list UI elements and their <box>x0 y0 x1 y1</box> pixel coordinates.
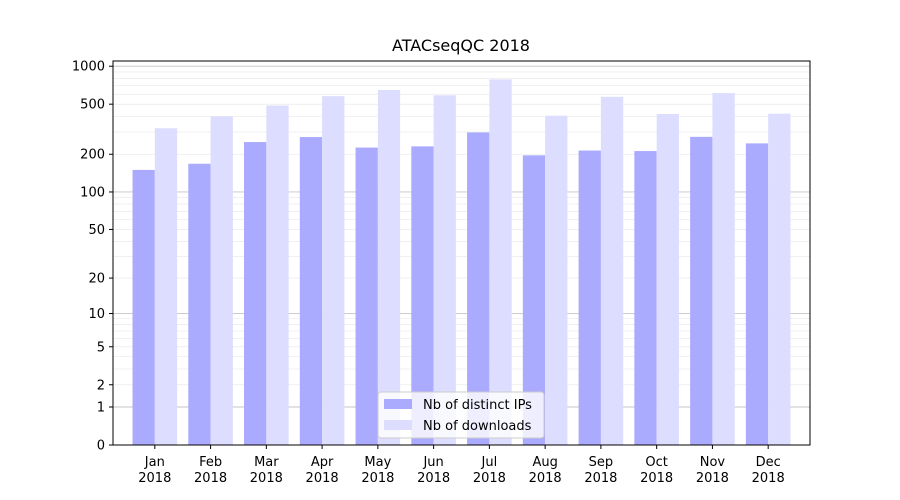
x-tick-year: 2018 <box>584 471 617 486</box>
legend-label-downloads: Nb of downloads <box>423 419 532 434</box>
x-tick-label: Mar 2018 <box>250 455 283 486</box>
bar-distinct-ips <box>299 137 323 445</box>
x-tick-label: Jan 2018 <box>138 455 171 486</box>
x-tick-label: Aug 2018 <box>529 455 562 486</box>
bar-distinct-ips <box>522 155 546 445</box>
x-tick-label: Nov 2018 <box>696 455 729 486</box>
bar-downloads <box>656 113 679 445</box>
bar-downloads <box>545 115 568 445</box>
x-tick-month: Sep <box>589 455 614 470</box>
x-tick-month: Feb <box>199 455 222 470</box>
x-tick-year: 2018 <box>417 471 450 486</box>
x-tick-month: Dec <box>756 455 781 470</box>
y-tick-label: 20 <box>88 272 105 287</box>
legend-box <box>377 391 545 439</box>
x-tick-month: Mar <box>254 455 279 470</box>
x-tick-month: Oct <box>645 455 667 470</box>
x-tick-month: Nov <box>700 455 726 470</box>
x-tick-year: 2018 <box>473 471 506 486</box>
x-tick-year: 2018 <box>306 471 339 486</box>
y-tick-label: 100 <box>80 185 105 200</box>
x-tick-label: Jul 2018 <box>473 455 506 486</box>
bar-distinct-ips <box>578 150 601 445</box>
y-tick-label: 1 <box>97 400 105 415</box>
bar-distinct-ips <box>467 132 490 445</box>
x-tick-year: 2018 <box>529 471 562 486</box>
bar-distinct-ips <box>411 146 434 446</box>
x-tick-label: Jun 2018 <box>417 455 450 486</box>
x-tick-label: Sep 2018 <box>584 455 617 486</box>
bar-downloads <box>600 96 624 445</box>
chart-title: ATACseqQC 2018 <box>392 36 530 55</box>
bar-downloads <box>433 95 456 446</box>
bars <box>132 79 791 446</box>
bar-distinct-ips <box>690 136 713 445</box>
legend-label-distinct-ips: Nb of distinct IPs <box>423 398 532 413</box>
x-tick-month: Jul <box>481 455 498 470</box>
x-tick-label: May 2018 <box>361 455 394 486</box>
y-axis: 0 1 2 5 10 20 50 100 200 500 1000 <box>72 60 113 454</box>
bar-distinct-ips <box>244 142 267 445</box>
x-tick-month: Jun <box>422 455 443 470</box>
bar-distinct-ips <box>355 147 378 446</box>
x-tick-label: Feb 2018 <box>194 455 227 486</box>
bar-downloads <box>322 96 345 446</box>
y-tick-label: 10 <box>88 307 105 322</box>
bar-distinct-ips <box>634 151 657 445</box>
x-tick-month: May <box>364 455 391 470</box>
y-tick-label: 2 <box>97 378 105 393</box>
x-tick-year: 2018 <box>752 471 785 486</box>
x-tick-year: 2018 <box>250 471 283 486</box>
x-tick-month: Jan <box>144 455 165 470</box>
bar-downloads <box>768 113 791 445</box>
y-tick-label: 0 <box>97 439 105 454</box>
y-tick-label: 5 <box>97 340 105 355</box>
y-tick-label: 50 <box>88 223 105 238</box>
bar-downloads <box>712 93 735 445</box>
x-tick-label: Oct 2018 <box>640 455 673 486</box>
bar-downloads <box>210 116 233 445</box>
x-tick-month: Aug <box>532 455 557 470</box>
x-tick-month: Apr <box>311 455 334 470</box>
bar-downloads <box>489 79 512 446</box>
bar-downloads <box>266 105 289 445</box>
legend: Nb of distinct IPs Nb of downloads <box>377 391 545 439</box>
x-tick-year: 2018 <box>194 471 227 486</box>
legend-swatch-downloads <box>384 420 412 430</box>
y-tick-label: 1000 <box>72 60 105 75</box>
bar-downloads <box>154 128 178 445</box>
bar-downloads <box>377 89 401 446</box>
bar-distinct-ips <box>188 163 211 445</box>
y-tick-label: 200 <box>80 148 105 163</box>
x-tick-label: Apr 2018 <box>306 455 339 486</box>
x-tick-label: Dec 2018 <box>752 455 785 486</box>
x-tick-year: 2018 <box>361 471 394 486</box>
x-tick-year: 2018 <box>138 471 171 486</box>
y-tick-label: 500 <box>80 98 105 113</box>
x-tick-year: 2018 <box>640 471 673 486</box>
plot-frame <box>112 60 811 446</box>
x-tick-year: 2018 <box>696 471 729 486</box>
bar-distinct-ips <box>132 169 155 445</box>
bar-distinct-ips <box>745 143 769 445</box>
legend-swatch-distinct-ips <box>384 399 412 409</box>
